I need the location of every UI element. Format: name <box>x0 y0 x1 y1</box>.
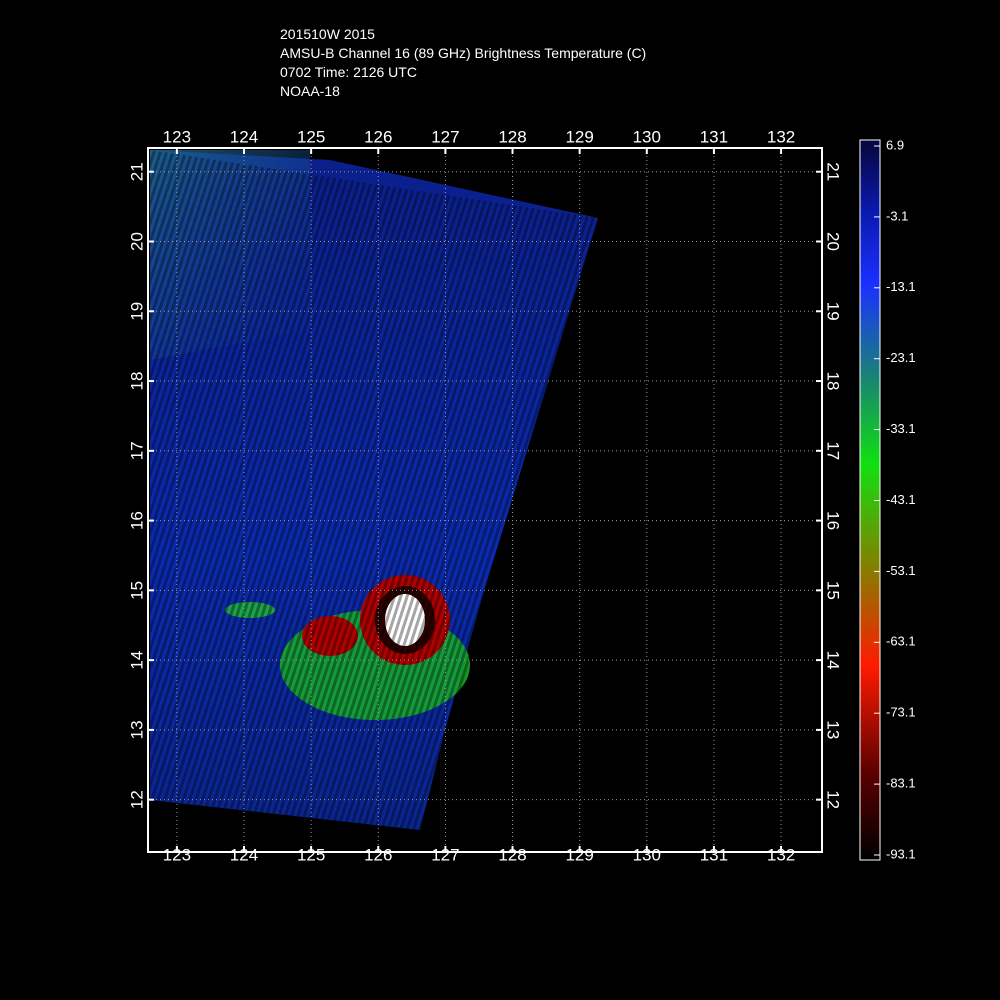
y-tick-label: 14 <box>127 651 146 670</box>
colorbar-tick-label: -43.1 <box>886 492 916 507</box>
x-tick-label: 132 <box>767 127 795 146</box>
y-tick-label: 21 <box>127 162 146 181</box>
y-tick-label: 15 <box>127 581 146 600</box>
y-tick-label: 12 <box>824 790 843 809</box>
x-tick-label: 128 <box>498 845 526 864</box>
colorbar-tick-label: 6.9 <box>886 137 904 152</box>
title-line: NOAA-18 <box>280 83 340 99</box>
title-line: 201510W 2015 <box>280 26 375 42</box>
colorbar-ticks: 6.9 -3.1 -13.1 -23.1 -33.1 -43.1 -53.1 -63.1 -73… <box>874 137 916 861</box>
y-tick-label: 21 <box>824 162 843 181</box>
grid <box>148 148 822 852</box>
x-tick-label: 129 <box>565 845 593 864</box>
x-tick-label: 123 <box>163 845 191 864</box>
colorbar-tick-label: -13.1 <box>886 279 916 294</box>
y-tick-label: 20 <box>824 232 843 251</box>
colorbar-tick-label: -23.1 <box>886 350 916 365</box>
y-tick-label: 17 <box>824 441 843 460</box>
colorbar-tick-label: -3.1 <box>886 208 908 223</box>
x-tick-label: 129 <box>565 127 593 146</box>
x-tick-label: 127 <box>431 845 459 864</box>
y-tick-label: 13 <box>127 720 146 739</box>
x-tick-label: 125 <box>297 127 325 146</box>
y-tick-label: 16 <box>127 511 146 530</box>
y-tick-label: 12 <box>127 790 146 809</box>
x-tick-label: 126 <box>364 127 392 146</box>
colorbar-tick-label: -63.1 <box>886 634 916 649</box>
x-tick-label: 123 <box>163 127 191 146</box>
y-tick-label: 20 <box>127 232 146 251</box>
title-line: 0702 Time: 2126 UTC <box>280 64 417 80</box>
x-tick-label: 132 <box>767 845 795 864</box>
x-tick-label: 130 <box>633 845 661 864</box>
axis-ticks: 123 123 124 124 125 125 126 126 127 127 128 128 129 1… <box>127 127 842 864</box>
colorbar-tick-label: -83.1 <box>886 776 916 791</box>
x-tick-label: 130 <box>633 127 661 146</box>
y-tick-label: 18 <box>824 372 843 391</box>
colorbar-tick-label: -73.1 <box>886 705 916 720</box>
x-tick-label: 124 <box>230 845 258 864</box>
y-tick-label: 19 <box>127 302 146 321</box>
map-frame <box>147 147 823 853</box>
x-tick-label: 126 <box>364 845 392 864</box>
title-block: 201510W 2015 AMSU-B Channel 16 (89 GHz) B… <box>280 26 646 99</box>
x-tick-label: 128 <box>498 127 526 146</box>
y-tick-label: 15 <box>824 581 843 600</box>
y-tick-label: 13 <box>824 720 843 739</box>
y-tick-label: 14 <box>824 651 843 670</box>
colorbar-tick-label: -53.1 <box>886 563 916 578</box>
x-tick-label: 125 <box>297 845 325 864</box>
y-tick-label: 18 <box>127 372 146 391</box>
y-tick-label: 16 <box>824 511 843 530</box>
colorbar-tick-label: -93.1 <box>886 846 916 861</box>
title-line: AMSU-B Channel 16 (89 GHz) Brightness Te… <box>280 45 646 61</box>
y-tick-label: 19 <box>824 302 843 321</box>
satellite-imagery <box>150 150 598 830</box>
x-tick-label: 127 <box>431 127 459 146</box>
x-tick-label: 131 <box>700 127 728 146</box>
x-tick-label: 131 <box>700 845 728 864</box>
y-tick-label: 17 <box>127 441 146 460</box>
colorbar-tick-label: -33.1 <box>886 421 916 436</box>
x-tick-label: 124 <box>230 127 258 146</box>
